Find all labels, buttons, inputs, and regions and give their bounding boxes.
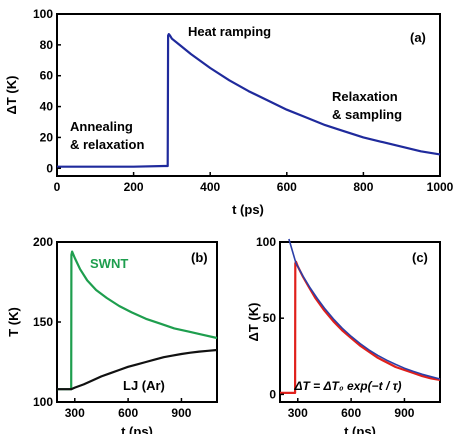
panel-a-annotation-relaxation-2: & relaxation — [70, 137, 144, 152]
panel-b-y-tick-label: 200 — [33, 235, 53, 249]
panel-a-frame — [56, 13, 441, 177]
panel-a-ylabel: ΔT (K) — [4, 76, 19, 115]
panel-a-y-ticks: 0 20 40 60 80 100 — [33, 7, 61, 175]
panel-b-x-ticks: 300 600 900 — [65, 398, 192, 420]
panel-c-frame — [279, 241, 441, 403]
panel-c-y-tick-label: 50 — [263, 311, 277, 325]
panel-c: 300 600 900 0 50 100 (c) t (ps) ΔT (K) ΔT = … — [246, 235, 441, 434]
panel-a-y-tick-label: 80 — [40, 38, 54, 52]
panel-b-x-tick-label: 600 — [118, 406, 138, 420]
panel-c-label: (c) — [412, 250, 428, 265]
panel-a-x-tick-label: 800 — [353, 180, 373, 194]
panel-b-x-tick-label: 300 — [65, 406, 85, 420]
panel-c-y-ticks: 0 50 100 — [256, 235, 284, 401]
panel-a-annotation-sampling: & sampling — [332, 107, 402, 122]
panel-a-y-tick-label: 40 — [40, 100, 54, 114]
legend-swnt-label: SWNT — [90, 256, 128, 271]
panel-a-y-tick-label: 100 — [33, 7, 53, 21]
panel-a-y-tick-label: 0 — [46, 161, 53, 175]
panel-c-y-tick-label: 0 — [269, 387, 276, 401]
panel-b-x-tick-label: 900 — [171, 406, 191, 420]
panel-a-y-tick-label: 20 — [40, 130, 54, 144]
panel-c-series-data-line — [280, 260, 441, 394]
panel-c-series-fit-line — [288, 238, 441, 380]
panel-b-label: (b) — [191, 250, 208, 265]
panel-b-xlabel: t (ps) — [121, 424, 153, 434]
panel-b: 300 600 900 100 150 200 (b) t (ps) T (K) SWN… — [6, 235, 218, 434]
panel-a-annotation-annealing: Annealing — [70, 119, 133, 134]
panel-a-x-tick-label: 1000 — [427, 180, 454, 194]
panel-a-series-0-line — [57, 32, 441, 168]
panel-b-ylabel: T (K) — [6, 307, 21, 337]
panel-c-x-ticks: 300 600 900 — [288, 398, 415, 420]
panel-c-y-tick-label: 100 — [256, 235, 276, 249]
panel-a-x-ticks: 0 200 400 600 800 1000 — [54, 172, 454, 194]
panel-c-x-tick-label: 300 — [288, 406, 308, 420]
panel-b-y-tick-label: 100 — [33, 395, 53, 409]
panel-a-annotation-heat-ramping: Heat ramping — [188, 24, 271, 39]
panel-c-xlabel: t (ps) — [344, 424, 376, 434]
panel-b-y-ticks: 100 150 200 — [33, 235, 61, 409]
legend-lj-label: LJ (Ar) — [123, 378, 165, 393]
panel-b-series-lj-ar--line — [57, 348, 218, 391]
fit-equation: ΔT = ΔT₀ exp(−t / τ) — [293, 379, 401, 393]
panel-c-x-tick-label: 600 — [341, 406, 361, 420]
panel-a-xlabel: t (ps) — [232, 202, 264, 217]
panel-c-ylabel: ΔT (K) — [246, 303, 261, 342]
panel-a-y-tick-label: 60 — [40, 69, 54, 83]
panel-a-series — [57, 32, 441, 168]
panel-a-x-tick-label: 400 — [200, 180, 220, 194]
panel-a-label: (a) — [410, 30, 426, 45]
panel-c-series — [280, 238, 441, 394]
panel-a-x-tick-label: 0 — [54, 180, 61, 194]
panel-b-series — [57, 250, 218, 391]
panel-a-annotation-relaxation: Relaxation — [332, 89, 398, 104]
panel-a-x-tick-label: 600 — [277, 180, 297, 194]
panel-c-x-tick-label: 900 — [394, 406, 414, 420]
panel-a: 0 200 400 600 800 1000 0 20 40 60 80 100 (a) t (ps… — [4, 7, 454, 217]
panel-b-series-swnt-line — [57, 250, 218, 391]
panel-b-y-tick-label: 150 — [33, 315, 53, 329]
panel-a-x-tick-label: 200 — [124, 180, 144, 194]
